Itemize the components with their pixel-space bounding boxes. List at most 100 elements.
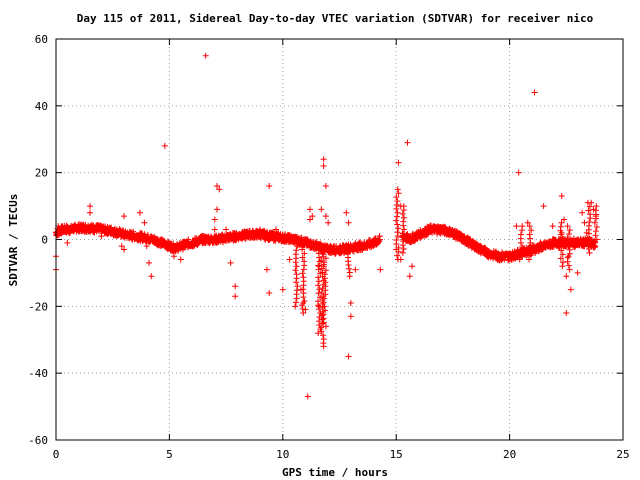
spike-point xyxy=(586,203,593,210)
spike-point xyxy=(301,250,308,257)
outlier-point xyxy=(524,219,531,226)
spike-point xyxy=(557,255,564,262)
spike-point xyxy=(565,262,572,269)
outlier-point xyxy=(341,249,348,256)
x-axis-label: GPS time / hours xyxy=(282,466,388,479)
spike-point xyxy=(586,249,593,256)
spike-point xyxy=(592,228,599,235)
outlier-point xyxy=(263,266,270,273)
x-tick-labels: 0 5 10 15 20 25 xyxy=(53,448,630,461)
spike-point xyxy=(395,190,402,197)
outlier-point xyxy=(325,219,332,226)
outlier-point xyxy=(121,246,128,253)
spike-point xyxy=(558,219,565,226)
x-tick-label: 20 xyxy=(503,448,516,461)
x-tick-label: 25 xyxy=(616,448,629,461)
outlier-point xyxy=(590,206,597,213)
spike-point xyxy=(566,227,573,234)
spike-point xyxy=(393,237,400,244)
spike-point xyxy=(526,231,533,238)
outlier-point xyxy=(214,183,221,190)
spike-point xyxy=(526,256,533,263)
spike-point xyxy=(585,207,592,214)
spike-point xyxy=(566,266,573,273)
spike-point xyxy=(591,219,598,226)
y-tick-label: 60 xyxy=(35,33,48,46)
spike-point xyxy=(526,244,533,251)
outlier-point xyxy=(343,209,350,216)
band-point xyxy=(592,243,599,250)
spike-point xyxy=(320,299,327,306)
spike-point xyxy=(585,242,592,249)
spike-point xyxy=(394,213,401,220)
outlier-point xyxy=(286,256,293,263)
spike-point xyxy=(299,254,306,261)
spike-point xyxy=(299,246,306,253)
outlier-point xyxy=(549,223,556,230)
x-tick-label: 5 xyxy=(166,448,173,461)
spike-point xyxy=(319,320,326,327)
spike-point xyxy=(527,252,534,259)
outlier-point xyxy=(404,139,411,146)
y-tick-label: -60 xyxy=(28,434,48,447)
spike-point xyxy=(395,225,402,232)
outlier-point xyxy=(304,393,311,400)
spike-point xyxy=(320,251,327,258)
x-tick-label: 10 xyxy=(276,448,289,461)
outlier-point xyxy=(513,223,520,230)
outlier-point xyxy=(316,263,323,270)
spike-point xyxy=(346,273,353,280)
outlier-point xyxy=(161,243,168,250)
chart-title: Day 115 of 2011, Sidereal Day-to-day VTE… xyxy=(77,12,594,25)
outlier-point xyxy=(145,259,152,266)
outlier-point xyxy=(592,213,599,220)
spike-point xyxy=(564,223,571,230)
spike-point xyxy=(292,299,299,306)
spike-point xyxy=(400,214,407,221)
spike-point xyxy=(292,267,299,274)
spike-point xyxy=(321,307,328,314)
band-point xyxy=(185,236,192,243)
outlier-point xyxy=(563,273,570,280)
spike-point xyxy=(566,231,573,238)
outlier-point xyxy=(515,169,522,176)
outlier-point xyxy=(579,209,586,216)
band-point xyxy=(350,248,357,255)
spike-point xyxy=(315,290,322,297)
outlier-point xyxy=(118,243,125,250)
spike-point xyxy=(394,221,401,228)
spike-point xyxy=(393,201,400,208)
outlier-point xyxy=(409,263,416,270)
outlier-point xyxy=(272,226,279,233)
spike-point xyxy=(559,251,566,258)
spike-point xyxy=(294,283,301,290)
x-tick-label: 15 xyxy=(390,448,403,461)
y-tick-label: 20 xyxy=(35,167,48,180)
spike-point xyxy=(401,226,408,233)
y-tick-label: -20 xyxy=(28,300,48,313)
outlier-point xyxy=(257,226,264,233)
spike-point xyxy=(318,328,325,335)
outlier-point xyxy=(214,206,221,213)
outlier-point xyxy=(563,310,570,317)
outlier-point xyxy=(320,343,327,350)
outlier-point xyxy=(588,199,595,206)
outlier-point xyxy=(561,216,568,223)
y-tick-label: 0 xyxy=(41,234,48,247)
outlier-point xyxy=(377,266,384,273)
outlier-point xyxy=(322,213,329,220)
outlier-point xyxy=(322,183,329,190)
outlier-point xyxy=(395,159,402,166)
outlier-point xyxy=(216,186,223,193)
spike-point xyxy=(293,295,300,302)
spike-point xyxy=(400,218,407,225)
spike-point xyxy=(559,263,566,270)
outlier-point xyxy=(87,209,94,216)
outlier-point xyxy=(297,286,304,293)
outlier-point xyxy=(266,289,273,296)
spike-point xyxy=(394,229,401,236)
spike-point xyxy=(322,291,329,298)
outlier-point xyxy=(574,269,581,276)
outlier-point xyxy=(347,313,354,320)
